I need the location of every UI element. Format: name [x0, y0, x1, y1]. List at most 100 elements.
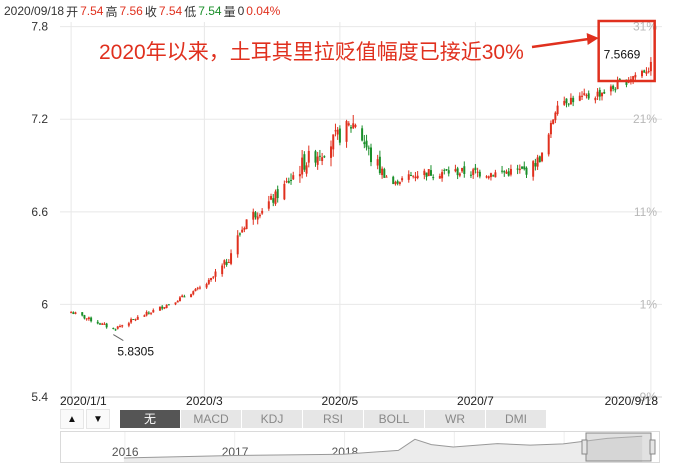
candle-body: [272, 198, 275, 203]
info-low-value: 7.54: [198, 4, 222, 18]
candle-body: [398, 182, 401, 184]
candle-body: [270, 196, 273, 200]
candle-body: [332, 134, 335, 150]
candle-body: [245, 219, 248, 229]
candle-body: [501, 170, 504, 172]
candle-body: [578, 95, 581, 101]
candle-body: [321, 157, 324, 162]
candle-body: [394, 181, 397, 185]
candle-body: [563, 100, 566, 105]
candle-body: [601, 93, 604, 97]
chart-axes: 5.4 -9% 6 1% 6.6 11% 7.2 21% 7.8 31% 2020/1/1 2020/…: [31, 20, 658, 408]
candle-body: [112, 327, 115, 329]
candle-body: [90, 317, 93, 322]
candle-body: [118, 326, 121, 328]
candle-body: [70, 312, 73, 314]
scroll-up-button[interactable]: ▲: [60, 409, 84, 429]
candle-body: [423, 170, 426, 176]
triangle-down-icon: ▼: [93, 413, 103, 425]
indicator-tab-macd[interactable]: MACD: [181, 410, 242, 428]
candle-body: [401, 178, 404, 181]
candle-body: [345, 121, 348, 142]
candle-body: [354, 124, 357, 127]
candle-body: [461, 167, 464, 172]
y-left-tick-label: 5.4: [31, 390, 48, 404]
candle-body: [432, 177, 435, 179]
candle-body: [581, 95, 584, 97]
candle-body: [609, 86, 612, 92]
candle-body: [649, 61, 652, 72]
y-right-tick-label: -9%: [636, 390, 658, 404]
candle-body: [407, 174, 410, 180]
indicator-tab-boll[interactable]: BOLL: [364, 410, 425, 428]
overview-left-handle[interactable]: [581, 439, 588, 455]
overview-navigator[interactable]: 20162017201820192020: [60, 431, 660, 463]
candle-body: [478, 171, 481, 177]
candle-body: [336, 129, 339, 135]
info-high-label: 高: [105, 4, 118, 19]
candle-body: [369, 147, 372, 163]
candle-body: [178, 297, 181, 302]
candle-body: [210, 277, 213, 281]
candle-body: [316, 156, 319, 165]
indicator-tab-dmi[interactable]: DMI: [486, 410, 547, 428]
candle-body: [174, 302, 177, 305]
candle-body: [267, 201, 270, 209]
candle-body: [376, 159, 379, 166]
scroll-down-button[interactable]: ▼: [86, 409, 110, 429]
candle-body: [116, 326, 119, 329]
candle-body: [352, 123, 355, 129]
candle-body: [72, 312, 75, 314]
candle-body: [516, 168, 519, 170]
candle-body: [427, 169, 430, 177]
annotation-layer: 2020年以来，土耳其里拉贬值幅度已接近30%: [99, 19, 656, 83]
candle-body: [74, 312, 77, 314]
info-high-value: 7.56: [119, 4, 143, 18]
candle-body: [525, 167, 528, 175]
candle-body: [256, 216, 259, 220]
candle-body: [238, 233, 241, 235]
candle-body: [518, 168, 521, 171]
candle-body: [227, 262, 230, 264]
candle-body: [258, 214, 261, 217]
candle-body: [181, 295, 184, 297]
candle-body: [223, 260, 226, 265]
candle-body: [521, 166, 524, 169]
indicator-tab-kdj[interactable]: KDJ: [242, 410, 303, 428]
candle-body: [165, 304, 168, 308]
candle-body: [305, 165, 308, 174]
overview-right-handle[interactable]: [649, 439, 656, 455]
last-value-label: 7.5669: [604, 48, 641, 62]
candle-body: [254, 212, 257, 218]
candle-body: [507, 171, 510, 176]
candle-body: [276, 189, 279, 199]
overview-selection-window[interactable]: [585, 432, 652, 462]
y-right-tick-label: 1%: [640, 297, 658, 311]
candle-body: [198, 287, 201, 289]
candle-body: [509, 168, 512, 175]
candle-body: [536, 157, 539, 167]
x-tick-label: 2020/1/1: [60, 394, 107, 408]
annotation-arrow-line: [531, 37, 589, 49]
arrow-head-icon: [586, 33, 599, 45]
candle-body: [489, 173, 492, 178]
indicator-tab-rsi[interactable]: RSI: [303, 410, 364, 428]
candle-body: [192, 291, 195, 295]
indicator-tab-wr[interactable]: WR: [425, 410, 486, 428]
candle-body: [136, 316, 139, 320]
candle-body: [303, 154, 306, 170]
indicator-tab-无[interactable]: 无: [120, 410, 181, 428]
y-left-tick-label: 6.6: [31, 205, 48, 219]
candle-body: [463, 166, 466, 174]
candle-body: [301, 157, 304, 175]
candle-body: [167, 304, 170, 306]
candle-body: [534, 163, 537, 167]
candle-body: [330, 146, 333, 158]
candle-body: [594, 97, 597, 101]
candle-body: [230, 253, 233, 264]
candle-body: [485, 176, 488, 178]
candle-body: [383, 169, 386, 178]
candle-body: [274, 191, 277, 205]
candle-body: [176, 300, 179, 303]
